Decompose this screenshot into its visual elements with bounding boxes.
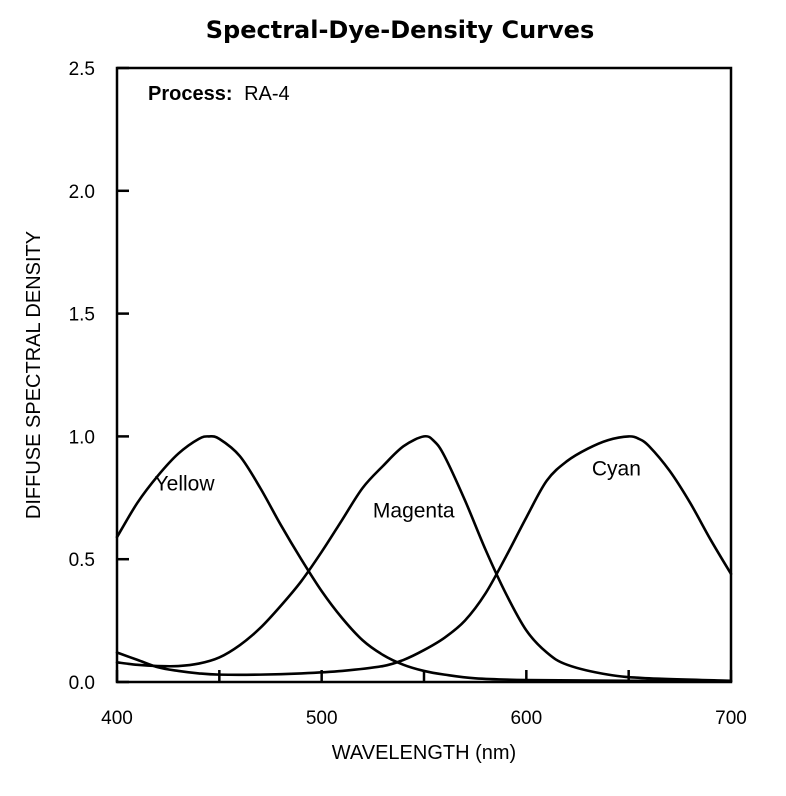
process-annotation-value: RA-4 [244, 83, 290, 105]
axis-ticks: 0.0 0.5 1.0 1.5 2.0 2.5 400 500 600 700 [69, 59, 747, 729]
curve-magenta [115, 434, 733, 683]
y-tick-label: 2.0 [69, 182, 95, 203]
plot-frame [115, 66, 733, 684]
curve-cyan [115, 435, 733, 677]
process-annotation-label: Process: [148, 83, 233, 105]
curve-label-yellow: Yellow [155, 472, 216, 495]
y-tick-label: 2.5 [69, 59, 95, 80]
x-axis-label: WAVELENGTH (nm) [332, 742, 516, 764]
curves [115, 434, 733, 683]
curve-label-cyan: Cyan [592, 458, 641, 481]
y-axis-label: DIFFUSE SPECTRAL DENSITY [23, 231, 45, 519]
y-tick-label: 1.5 [69, 305, 95, 326]
curve-label-magenta: Magenta [373, 499, 455, 522]
x-tick-label: 600 [510, 708, 542, 729]
x-tick-label: 500 [306, 708, 338, 729]
curve-labels: Yellow Magenta Cyan [155, 458, 641, 523]
chart-title: Spectral-Dye-Density Curves [206, 16, 594, 44]
process-annotation: Process: RA-4 [148, 83, 290, 105]
x-tick-label: 400 [101, 708, 133, 729]
y-tick-label: 0.0 [69, 673, 95, 694]
y-tick-label: 1.0 [69, 427, 95, 448]
y-tick-label: 0.5 [69, 550, 95, 571]
x-tick-label: 700 [715, 708, 747, 729]
curve-yellow [115, 435, 733, 683]
